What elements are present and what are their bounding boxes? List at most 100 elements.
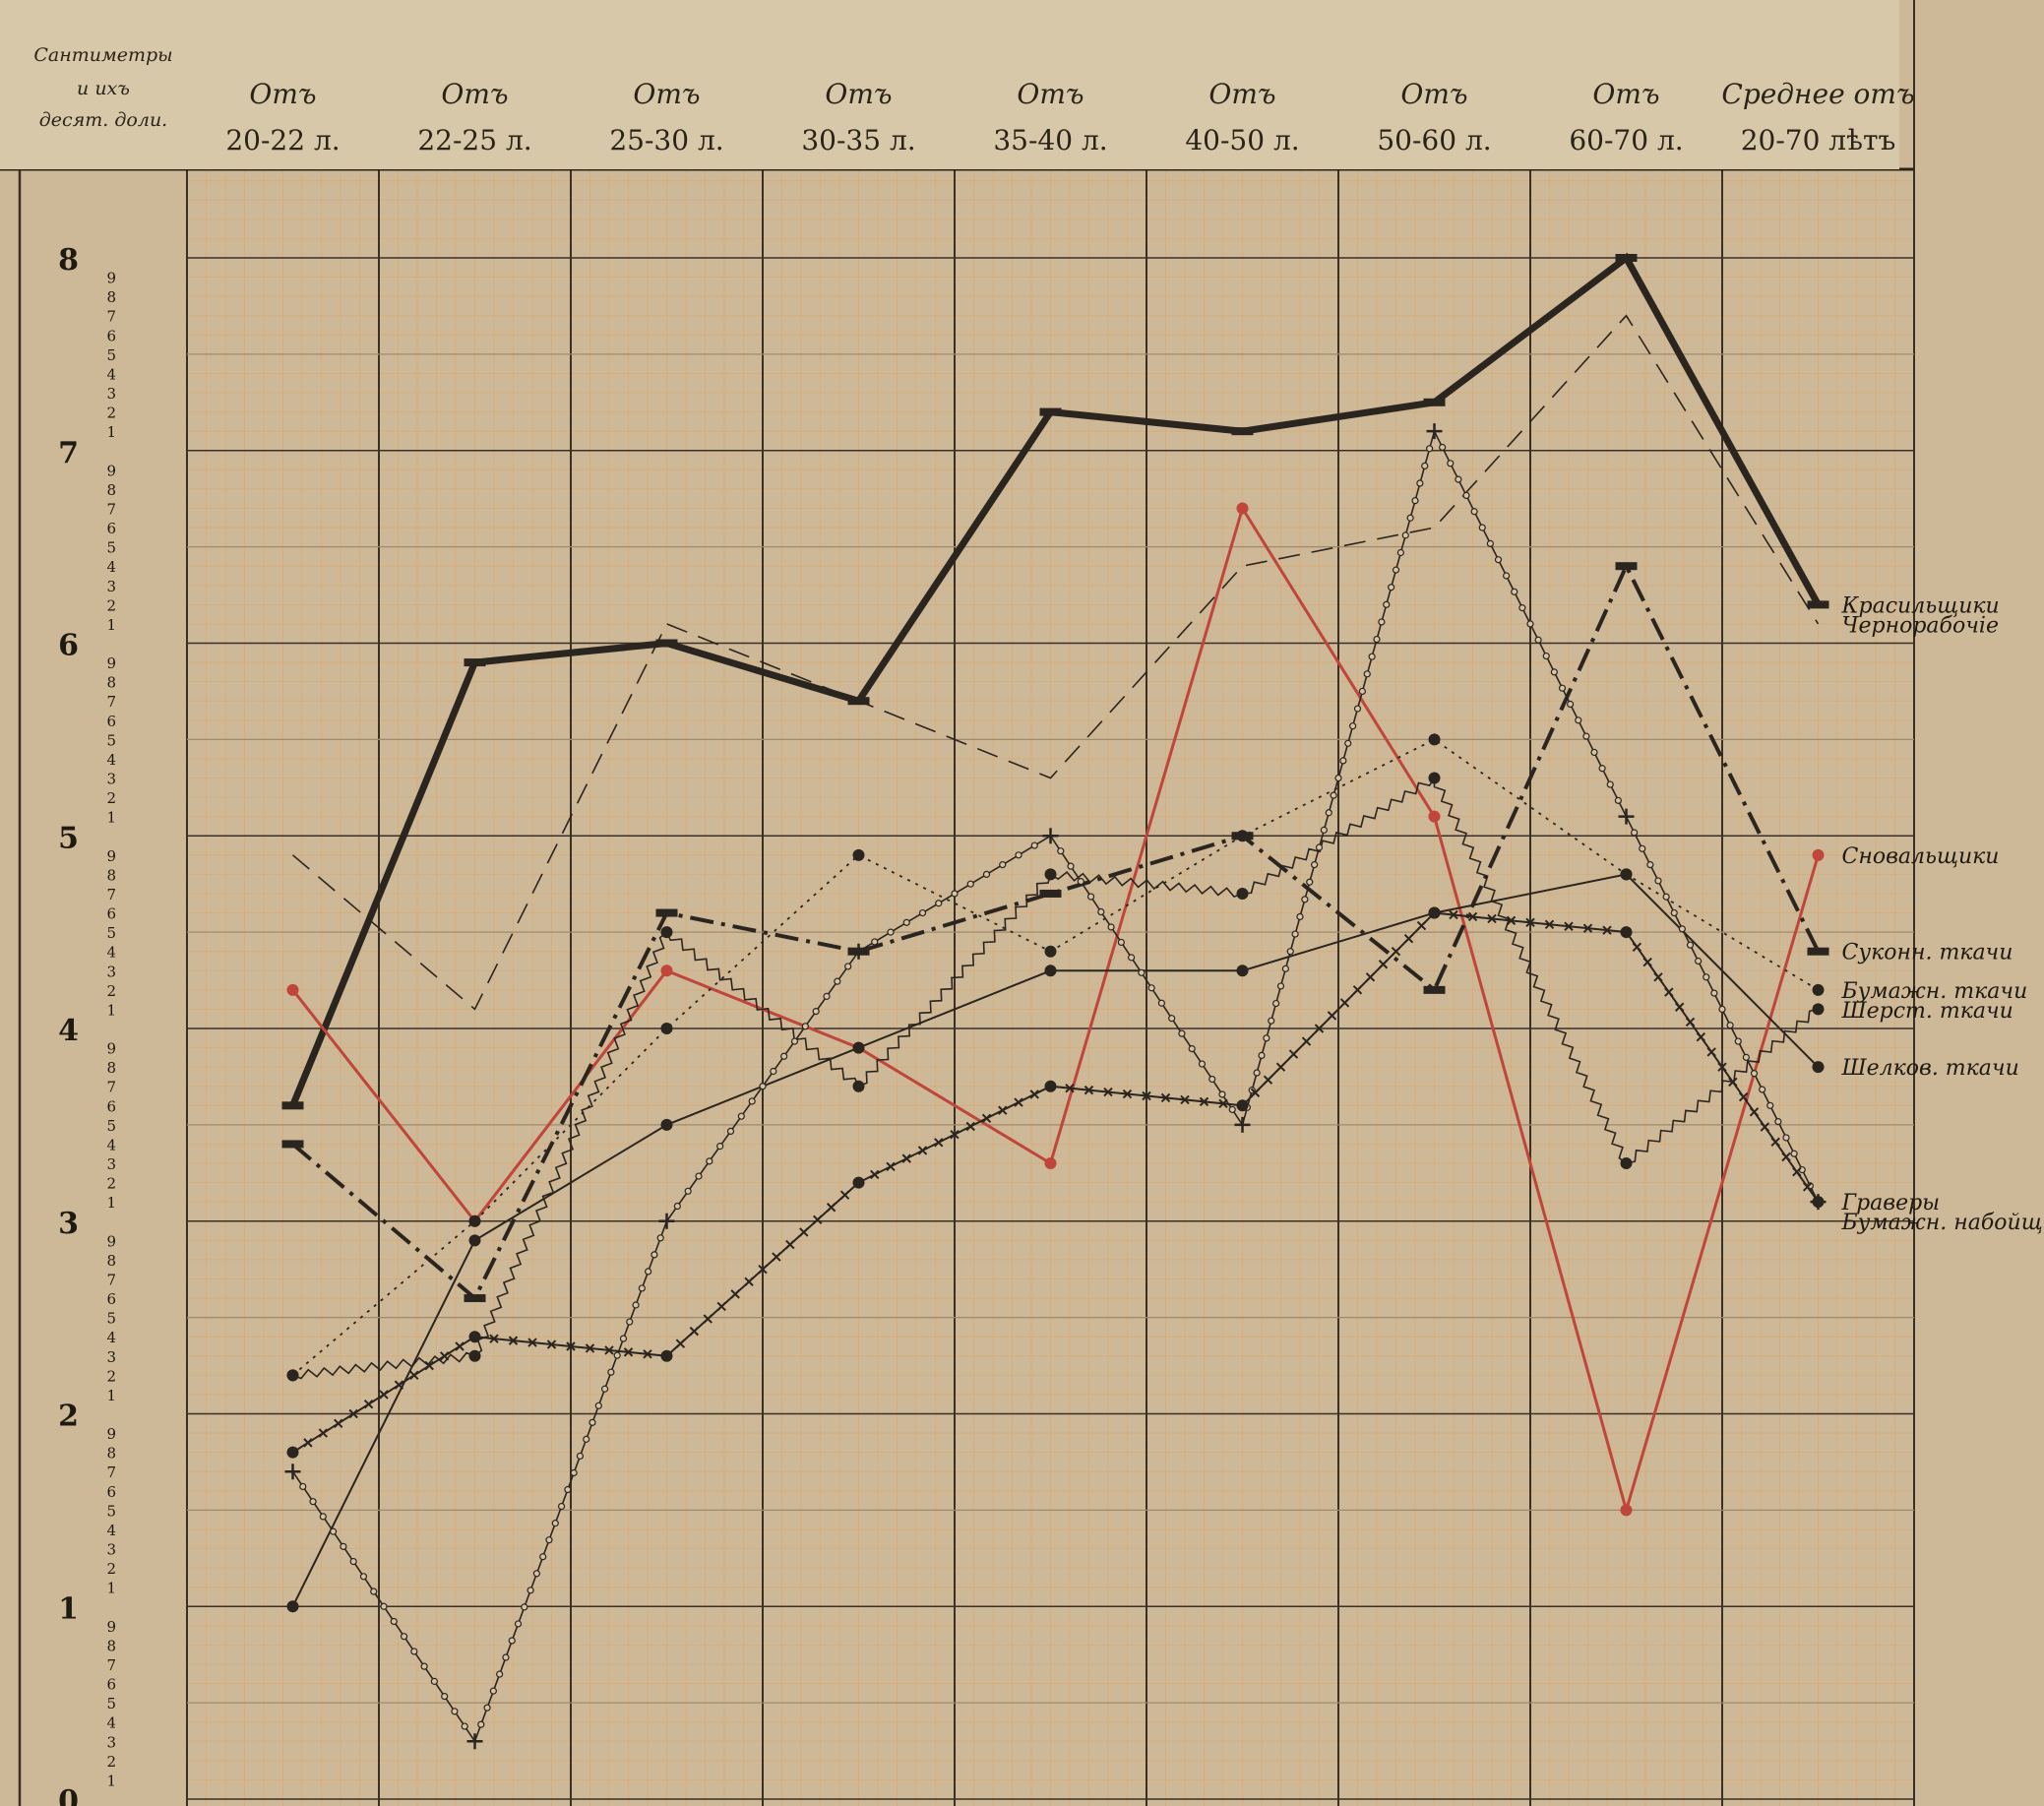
y-minor-tick-label: 9 (106, 1618, 116, 1636)
series-7 (284, 423, 1827, 1750)
series-x-mark (348, 1408, 358, 1419)
series-circle-mark (1276, 982, 1285, 990)
series-x-mark (730, 1289, 740, 1299)
series-circle-mark (1614, 796, 1622, 804)
series-circle-mark (834, 977, 841, 985)
series-circle-mark (844, 963, 852, 970)
series-circle-mark (299, 1482, 307, 1491)
series-circle-mark (349, 1557, 357, 1566)
series-circle-mark (390, 1617, 398, 1626)
data-point (852, 848, 865, 861)
data-point (1812, 1196, 1825, 1209)
series-circle-mark (1518, 604, 1526, 612)
age-group-header-bottom: 25-30 л. (609, 124, 723, 156)
data-point (466, 1733, 483, 1750)
series-circle-mark (716, 1143, 724, 1151)
series-circle-mark (1188, 1045, 1196, 1053)
series-circle-mark (1494, 556, 1503, 564)
y-minor-tick-label: 6 (106, 327, 116, 344)
series-x-mark (1632, 942, 1642, 953)
legend-label-4: Бумажн. ткачи (1841, 979, 2028, 1004)
series-circle-mark (1590, 748, 1598, 757)
data-point (1615, 254, 1638, 262)
y-minor-tick-label: 7 (106, 308, 116, 326)
y-minor-tick-label: 4 (106, 1714, 116, 1732)
data-point (1428, 733, 1441, 746)
data-point (660, 1023, 673, 1034)
series-5 (286, 772, 1825, 1382)
series-x-mark (901, 1153, 911, 1163)
series-circle-mark (1368, 653, 1376, 660)
series-x-mark (703, 1314, 712, 1324)
series-circle-mark (1330, 791, 1337, 799)
series-circle-mark (1296, 912, 1304, 921)
series-x-mark (1728, 1077, 1738, 1088)
series-circle-mark (1734, 1037, 1742, 1045)
series-x-mark (1781, 1152, 1791, 1162)
data-point (1423, 985, 1446, 994)
series-circle-mark (918, 908, 927, 917)
y-minor-tick-label: 7 (106, 1463, 116, 1481)
series-x-mark (1416, 920, 1427, 931)
y-minor-tick-label: 7 (106, 1271, 116, 1288)
series-circle-mark (656, 1234, 664, 1242)
series-x-mark (303, 1438, 313, 1448)
data-point (655, 639, 678, 648)
series-circle-mark (1718, 1005, 1726, 1014)
series-x-mark (934, 1138, 944, 1148)
series-x-mark (1467, 911, 1478, 922)
series-circle-mark (982, 870, 991, 879)
data-point (660, 1118, 673, 1131)
series-x-mark (1525, 917, 1535, 928)
series-circle-mark (340, 1542, 347, 1550)
series-circle-mark (1107, 923, 1115, 931)
y-minor-tick-label: 1 (106, 1580, 116, 1597)
y-major-tick-label: 8 (58, 243, 79, 278)
y-minor-tick-label: 5 (106, 924, 116, 942)
series-circle-mark (1447, 460, 1455, 467)
series-x-mark (1103, 1087, 1113, 1097)
data-point (1620, 1504, 1633, 1517)
legend-label-7: Граверы (1841, 1191, 1941, 1215)
series-circle-mark (626, 1318, 634, 1326)
series-circle-mark (966, 880, 974, 888)
data-point (464, 658, 486, 667)
data-point (1620, 868, 1633, 881)
series-circle-mark (1439, 443, 1447, 452)
age-group-header-bottom: 20-22 л. (225, 124, 340, 156)
data-point (1812, 983, 1825, 996)
series-x-mark (826, 1203, 836, 1213)
series-circle-mark (780, 1052, 788, 1060)
series-circle-mark (1057, 847, 1065, 855)
series-x-mark (1564, 921, 1574, 931)
series-circle-mark (1742, 1053, 1750, 1061)
y-minor-tick-label: 7 (106, 693, 116, 711)
series-1 (291, 314, 1820, 1011)
y-minor-tick-label: 9 (106, 462, 116, 479)
series-x-mark (1029, 1090, 1039, 1099)
y-minor-tick-label: 5 (106, 1117, 116, 1135)
y-minor-tick-label: 2 (106, 982, 116, 1000)
series-x-mark (527, 1338, 537, 1347)
series-x-mark (1802, 1182, 1813, 1192)
series-circle-mark (1128, 954, 1136, 962)
series-x-mark (870, 1169, 880, 1180)
y-minor-tick-label: 8 (106, 1252, 116, 1270)
age-group-header-bottom: 20-70 лѣтъ (1741, 124, 1896, 156)
minor-grid (186, 169, 1915, 1806)
series-circle-mark (1311, 861, 1319, 869)
y-minor-tick-label: 8 (106, 1637, 116, 1654)
y-minor-tick-label: 2 (106, 789, 116, 807)
y-minor-tick-label: 1 (106, 616, 116, 634)
series-circle-mark (1178, 1029, 1186, 1037)
data-point (1044, 1157, 1057, 1170)
series-circle-mark (564, 1485, 572, 1494)
series-circle-mark (1631, 829, 1639, 837)
data-point (1044, 1080, 1057, 1092)
series-circle-mark (1790, 1150, 1798, 1157)
data-point (1042, 828, 1059, 844)
y-minor-tick-label: 4 (106, 944, 116, 962)
series-circle-mark (514, 1620, 523, 1628)
series-circle-mark (1086, 893, 1095, 901)
y-column-header-line1: Сантиметры (33, 44, 172, 66)
